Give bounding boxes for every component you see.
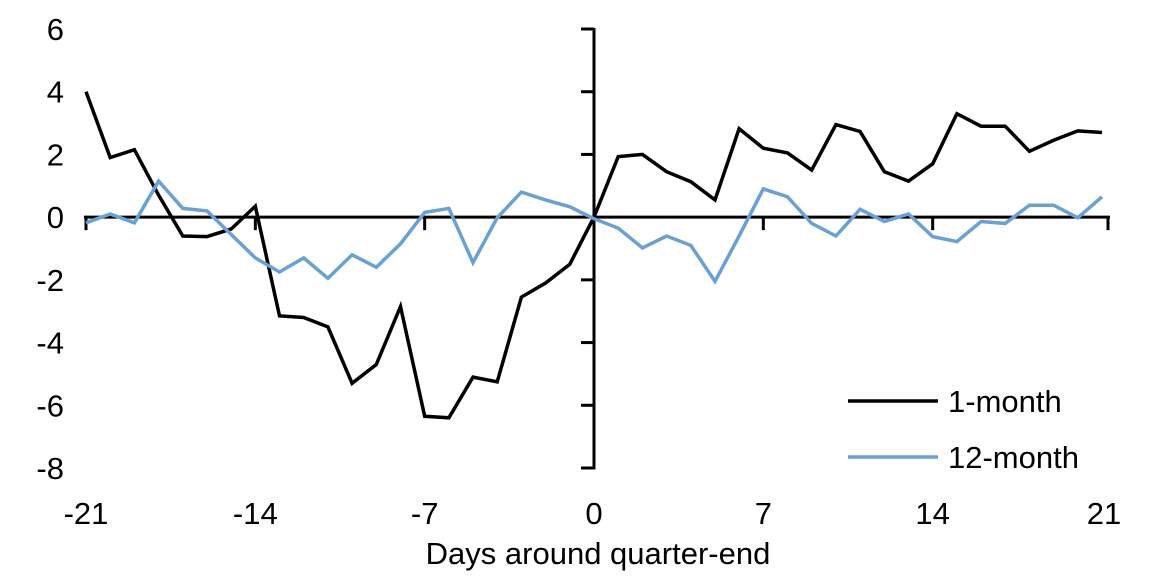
y-tick-label: 4 bbox=[47, 75, 64, 110]
y-tick-label: 6 bbox=[47, 12, 64, 47]
x-tick-label: -7 bbox=[411, 496, 439, 531]
y-tick-label: -6 bbox=[36, 388, 64, 423]
x-tick-label: 7 bbox=[755, 496, 772, 531]
x-tick-label: 0 bbox=[585, 496, 602, 531]
x-tick-label: -14 bbox=[233, 496, 278, 531]
legend-label-12-month: 12-month bbox=[948, 440, 1079, 475]
legend-label-1-month: 1-month bbox=[948, 384, 1062, 419]
series-line-12-month bbox=[85, 178, 1104, 285]
x-tick-label: 14 bbox=[915, 496, 949, 531]
y-tick-label: -8 bbox=[36, 451, 64, 486]
y-tick-label: 2 bbox=[47, 137, 64, 172]
y-tick-label: 0 bbox=[47, 200, 64, 235]
y-tick-label: -4 bbox=[36, 326, 64, 361]
x-tick-label: 21 bbox=[1087, 496, 1121, 531]
x-tick-label: -21 bbox=[64, 496, 109, 531]
x-axis-title: Days around quarter-end bbox=[426, 536, 771, 571]
y-tick-label: -2 bbox=[36, 263, 64, 298]
